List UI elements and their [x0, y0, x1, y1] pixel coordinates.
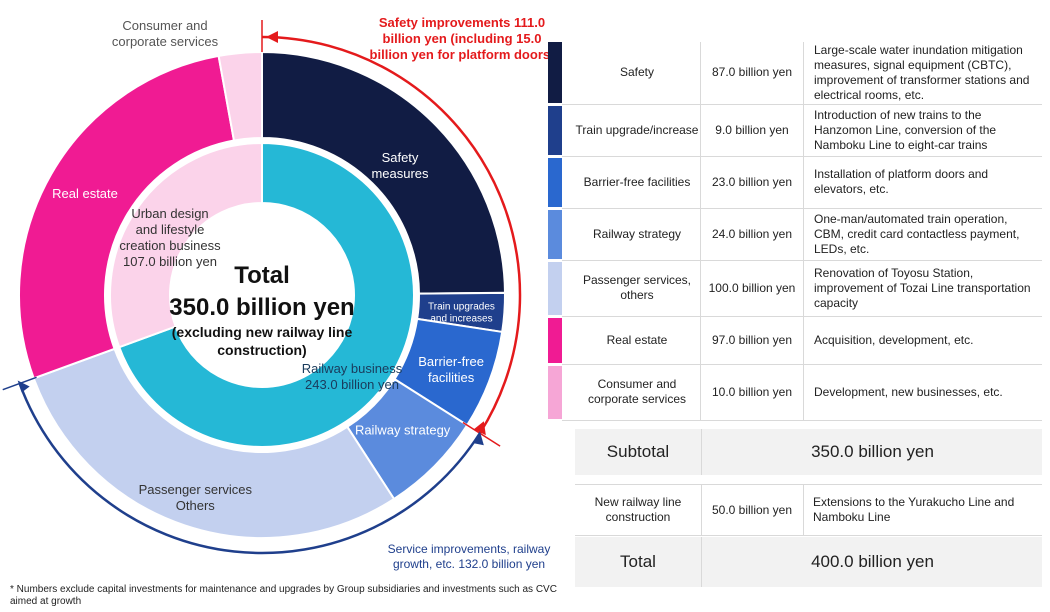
- subtotal-row: Subtotal 350.0 billion yen: [575, 429, 1042, 475]
- subtotal-value: 350.0 billion yen: [701, 429, 1043, 475]
- row-description: Renovation of Toyosu Station, improvemen…: [803, 260, 1042, 317]
- outer-segment-label: Railway strategy: [355, 422, 451, 437]
- annotations: Safety improvements 111.0 billion yen (in…: [2, 15, 555, 571]
- row-category: Barrier-free facilities: [574, 156, 701, 209]
- row-category: Passenger services, others: [574, 260, 701, 317]
- row-category: Railway strategy: [574, 208, 701, 261]
- center-title: Total: [234, 262, 290, 289]
- row-amount: 23.0 billion yen: [700, 156, 804, 209]
- investment-table: Safety 87.0 billion yen Large-scale water …: [548, 42, 1042, 422]
- row-description: Development, new businesses, etc.: [803, 364, 1042, 421]
- row-category: Consumer and corporate services: [574, 364, 701, 421]
- service-annotation: Service improvements, railway growth, etc…: [388, 542, 551, 571]
- row-gap: [562, 156, 574, 209]
- table-row: Passenger services, others 100.0 billion …: [548, 260, 1042, 318]
- table-row: Safety 87.0 billion yen Large-scale water …: [548, 42, 1042, 106]
- total-value: 400.0 billion yen: [701, 537, 1043, 587]
- row-amount: 97.0 billion yen: [700, 316, 804, 365]
- row-amount: 9.0 billion yen: [700, 104, 804, 157]
- safety-annotation: Safety improvements 111.0 billion yen (in…: [370, 15, 555, 62]
- inner-segment-label: Railway business 243.0 billion yen: [302, 361, 403, 392]
- row-amount: 100.0 billion yen: [700, 260, 804, 317]
- row-color-swatch: [548, 42, 562, 106]
- outer-segment: [261, 50, 506, 295]
- new-line-description: Extensions to the Yurakucho Line and Nam…: [813, 495, 1015, 524]
- total-row: Total 400.0 billion yen: [575, 537, 1042, 587]
- outer-segment-label: Consumer and corporate services: [112, 18, 219, 49]
- row-gap: [562, 104, 574, 157]
- segment-labels: Safety measures Train upgrades and increase…: [52, 18, 495, 513]
- outer-segment-label: Safety measures: [371, 150, 429, 181]
- inner-ring: [109, 141, 415, 448]
- new-line-category: New railway line construction: [575, 485, 702, 535]
- row-amount: 10.0 billion yen: [700, 364, 804, 421]
- outer-segment-label: Train upgrades and increases: [428, 301, 495, 324]
- outer-segment: [32, 347, 396, 539]
- row-color-swatch: [548, 364, 562, 422]
- row-description: Introduction of new trains to the Hanzom…: [803, 104, 1042, 157]
- row-color-swatch: [548, 260, 562, 318]
- safety-arrow-head: [473, 421, 486, 436]
- table-row: Real estate 97.0 billion yen Acquisition, …: [548, 316, 1042, 366]
- footnote: * Numbers exclude capital investments fo…: [10, 584, 557, 607]
- outer-segment-label: Passenger services Others: [139, 482, 253, 513]
- table-row: Consumer and corporate services 10.0 bill…: [548, 364, 1042, 422]
- table-row: Train upgrade/increase 9.0 billion yen Int…: [548, 104, 1042, 158]
- row-category: Train upgrade/increase: [574, 104, 701, 157]
- row-color-swatch: [548, 104, 562, 158]
- row-color-swatch: [548, 208, 562, 262]
- outer-segment: [18, 54, 236, 380]
- total-label: Total: [620, 552, 656, 571]
- service-bracket-arc: [18, 383, 481, 555]
- row-description: Large-scale water inundation mitigation …: [803, 42, 1042, 105]
- row-category: Real estate: [574, 316, 701, 365]
- outer-segment-label: Real estate: [52, 186, 118, 201]
- donut-chart: Safety improvements 111.0 billion yen (in…: [2, 15, 555, 571]
- new-line-amount: 50.0 billion yen: [701, 485, 804, 535]
- row-description: One-man/automated train operation, CBM, …: [803, 208, 1042, 261]
- outer-ring: [18, 50, 506, 539]
- inner-segment-label: Urban design and lifestyle creation busine…: [119, 206, 221, 269]
- inner-segment: [109, 141, 263, 349]
- row-amount: 87.0 billion yen: [700, 42, 804, 105]
- row-gap: [562, 316, 574, 365]
- inner-segment: [117, 141, 415, 448]
- row-category: Safety: [574, 42, 701, 105]
- center-note: (excluding new railway line construction): [172, 324, 353, 358]
- row-gap: [562, 42, 574, 105]
- table-row: Barrier-free facilities 23.0 billion yen I…: [548, 156, 1042, 210]
- center-amount: 350.0 billion yen: [169, 294, 354, 321]
- row-color-swatch: [548, 156, 562, 210]
- row-gap: [562, 260, 574, 317]
- outer-segment: [217, 50, 263, 142]
- row-amount: 24.0 billion yen: [700, 208, 804, 261]
- row-color-swatch: [548, 316, 562, 366]
- row-gap: [562, 364, 574, 421]
- table-row: Railway strategy 24.0 billion yen One-man/…: [548, 208, 1042, 262]
- row-gap: [562, 208, 574, 261]
- service-arrow-head: [473, 431, 484, 446]
- safety-bracket-tick: [462, 421, 501, 447]
- safety-bracket-arc: [261, 35, 522, 434]
- service-arrow-head: [17, 380, 30, 393]
- row-description: Acquisition, development, etc.: [803, 316, 1042, 365]
- safety-arrow-head: [266, 31, 278, 43]
- subtotal-label: Subtotal: [606, 442, 670, 461]
- outer-segment-label: Barrier-free facilities: [418, 354, 484, 385]
- row-description: Installation of platform doors and eleva…: [803, 156, 1042, 209]
- new-line-row: New railway line construction 50.0 billi…: [575, 484, 1042, 536]
